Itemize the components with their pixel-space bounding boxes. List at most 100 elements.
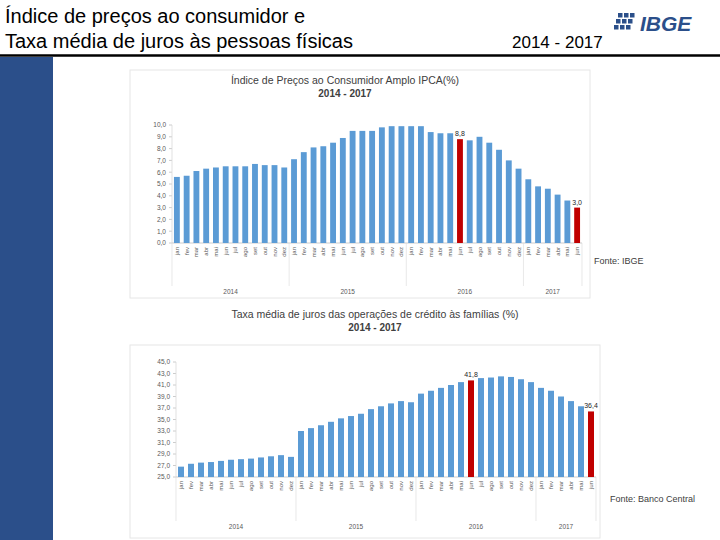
x-tick-label: ago — [477, 246, 483, 257]
chart: Índice de Preços ao Consumidor Amplo IPC… — [130, 70, 590, 298]
y-tick-label: 5,0 — [157, 180, 166, 187]
bar — [338, 418, 344, 477]
x-tick-label: dez — [288, 481, 294, 491]
y-tick-label: 35,0 — [157, 416, 170, 423]
bar — [348, 416, 354, 477]
x-tick-label: abr — [555, 247, 561, 256]
group-separator — [406, 243, 407, 286]
y-tick-label: 43,0 — [157, 370, 170, 377]
logo-square — [614, 25, 619, 30]
x-tick-label: ago — [488, 480, 494, 491]
y-axis — [176, 362, 177, 477]
year-label: 2014 — [229, 523, 244, 530]
bar — [369, 131, 375, 243]
y-tick-label: 25,0 — [157, 473, 170, 480]
x-tick-label: nov — [278, 481, 284, 491]
x-tick-label: jul — [238, 481, 244, 488]
x-tick-label: jun — [468, 481, 474, 490]
x-tick-label: jan — [538, 481, 544, 490]
bar — [311, 147, 317, 243]
bar — [516, 169, 522, 243]
bar — [558, 397, 564, 478]
bar — [198, 463, 204, 477]
x-tick-label: mai — [330, 247, 336, 257]
y-tick — [173, 373, 176, 374]
bar — [508, 377, 514, 477]
header-period: 2014 - 2017 — [512, 33, 603, 52]
bar — [408, 126, 414, 243]
chart-subtitle: 2014 - 2017 — [318, 88, 372, 99]
x-tick-label: ago — [359, 246, 365, 257]
y-tick — [173, 385, 176, 386]
y-tick — [169, 184, 172, 185]
x-tick-label: jun — [457, 247, 463, 256]
x-tick-label: ago — [248, 480, 254, 491]
y-tick — [169, 207, 172, 208]
bar — [359, 131, 365, 243]
x-tick-label: fev — [308, 481, 314, 489]
logo-square — [626, 25, 631, 30]
data-label: 41,8 — [464, 371, 478, 378]
bars — [174, 126, 580, 243]
bar — [545, 189, 551, 243]
bar — [213, 167, 219, 243]
bar — [535, 186, 541, 243]
y-tick — [173, 419, 176, 420]
x-tick-label: jan — [178, 481, 184, 490]
y-tick-label: 2,0 — [157, 216, 166, 223]
bar — [178, 467, 184, 477]
bar — [188, 464, 194, 477]
source: Fonte: IBGE — [594, 256, 644, 266]
y-tick — [173, 408, 176, 409]
bar — [358, 414, 364, 477]
x-tick-label: jun — [348, 481, 354, 490]
y-axis — [172, 125, 173, 243]
x-tick-label: out — [388, 481, 394, 490]
side-strip — [0, 57, 53, 540]
header-title: Índice de preços ao consumidor e — [5, 5, 305, 27]
x-tick-label: abr — [203, 247, 209, 256]
bar — [368, 409, 374, 477]
x-tick-label: set — [369, 247, 375, 255]
x-tick-label: set — [486, 247, 492, 255]
bar — [350, 131, 356, 243]
bar — [378, 406, 384, 477]
data-label: 3,0 — [572, 199, 582, 206]
bar — [486, 143, 492, 243]
x-tick-label: nov — [272, 247, 278, 257]
x-tick-label: fev — [188, 481, 194, 489]
y-tick — [169, 172, 172, 173]
y-tick — [169, 125, 172, 126]
y-tick-label: 8,0 — [157, 145, 166, 152]
x-tick-label: mar — [198, 481, 204, 491]
y-tick — [173, 465, 176, 466]
bar — [328, 422, 334, 477]
bar — [518, 379, 524, 477]
group-separator — [296, 477, 297, 521]
logo-square — [616, 19, 621, 24]
logo-square — [620, 25, 625, 30]
chart: Taxa média de juros das operações de cré… — [130, 308, 600, 538]
x-tick-label: jul — [350, 247, 356, 254]
group-separator — [596, 477, 597, 521]
logo-square — [628, 19, 633, 24]
bar — [418, 126, 424, 243]
group-separator — [536, 477, 537, 521]
bar — [428, 391, 434, 477]
x-tick-label: mai — [578, 481, 584, 491]
y-tick — [173, 442, 176, 443]
x-tick-label: out — [508, 481, 514, 490]
x-tick-label: fev — [184, 247, 190, 255]
y-tick-label: 37,0 — [157, 404, 170, 411]
x-tick-label: dez — [281, 247, 287, 257]
y-tick-label: 41,0 — [157, 381, 170, 388]
x-tick-label: out — [379, 247, 385, 256]
x-tick-label: jun — [574, 247, 580, 256]
x-tick-label: fev — [548, 481, 554, 489]
bar — [418, 394, 424, 477]
bar — [488, 378, 494, 477]
x-tick-label: jun — [588, 481, 594, 490]
bar — [238, 459, 244, 477]
bar — [330, 143, 336, 243]
x-tick-label: out — [268, 481, 274, 490]
